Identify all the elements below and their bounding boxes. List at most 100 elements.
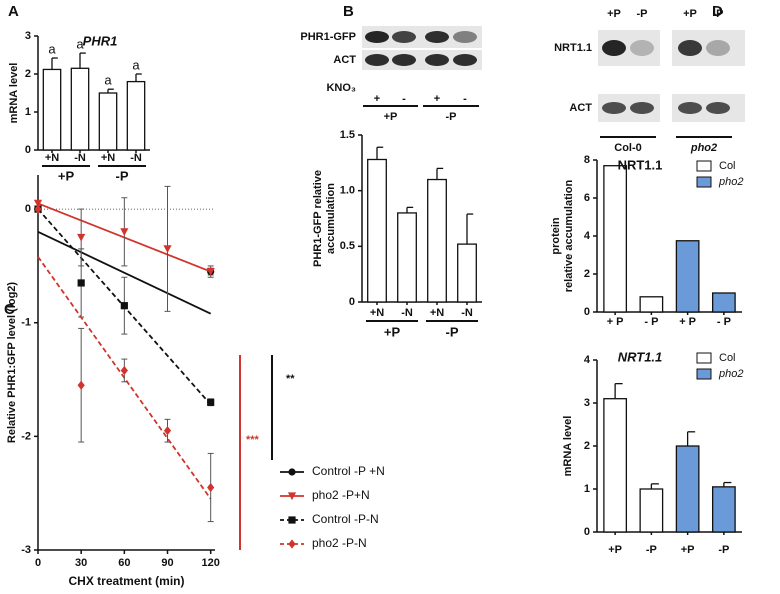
y-tick-label: 2	[584, 440, 590, 452]
legend-label: Control -P-N	[312, 512, 379, 526]
group-label: -P	[446, 111, 457, 123]
legend-label: Col	[719, 160, 736, 172]
blot-background	[362, 50, 482, 70]
point	[120, 365, 128, 376]
legend-label: Control -P +N	[312, 464, 385, 478]
y-tick-label: 0	[584, 306, 590, 318]
blot-band	[365, 54, 389, 66]
group-label: -P	[446, 324, 459, 339]
point	[33, 199, 43, 208]
x-tick-label: + P	[607, 316, 624, 328]
y-tick-label: -3	[21, 544, 31, 556]
point	[163, 426, 172, 436]
bar	[126, 80, 146, 151]
legend-label: pho2 -P-N	[312, 536, 367, 550]
lane-label: +	[434, 93, 440, 105]
group-label: pho2	[690, 142, 717, 154]
bar	[711, 486, 736, 533]
y-tick-label: 0	[25, 144, 31, 156]
bar	[639, 296, 664, 313]
y-axis-label: relative accumulation	[563, 179, 575, 292]
group-label: +P	[384, 324, 401, 339]
blot-row-label: PHR1-GFP	[300, 31, 356, 43]
blot-band	[706, 102, 730, 114]
y-tick-label: 1	[25, 106, 31, 118]
x-tick-label: +N	[101, 152, 115, 164]
legend-label: Col	[719, 352, 736, 364]
bar	[603, 398, 628, 533]
blot-band	[602, 40, 626, 56]
y-tick-label: 1.5	[340, 129, 355, 141]
blot-band	[392, 54, 416, 66]
x-tick-label: -N	[130, 152, 142, 164]
panel-letter: D	[712, 3, 723, 20]
x-tick-label: 120	[202, 557, 220, 569]
x-tick-label: 0	[35, 557, 41, 569]
blot-band	[453, 31, 477, 43]
bar	[675, 445, 700, 533]
bar	[457, 243, 477, 303]
y-tick-label: 1.0	[340, 185, 355, 197]
x-tick-label: - P	[717, 316, 731, 328]
point	[34, 204, 42, 214]
blot-band	[602, 102, 626, 114]
y-axis-label: accumulation	[325, 183, 337, 254]
lane-label: +P	[607, 8, 621, 20]
y-tick-label: 6	[584, 192, 590, 204]
bar	[675, 240, 700, 313]
blot-row-label: ACT	[569, 102, 592, 114]
lane-label: +P	[683, 8, 697, 20]
legend-label: pho2 -P+N	[312, 488, 370, 502]
panel-letter: C	[4, 301, 15, 318]
annotation: a	[104, 73, 112, 88]
y-tick-label: 2	[584, 268, 590, 280]
fit-line	[37, 231, 212, 315]
x-tick-label: -N	[74, 152, 86, 164]
y-tick-label: 3	[584, 397, 590, 409]
bar	[367, 158, 387, 303]
y-tick-label: -2	[21, 430, 31, 442]
legend-swatch	[696, 160, 712, 172]
blot-band	[365, 31, 389, 43]
blot-band	[678, 40, 702, 56]
annotation: **	[286, 373, 295, 385]
group-label: Col-0	[614, 142, 642, 154]
legend-label: pho2	[718, 368, 743, 380]
y-axis-label: mRNA level	[8, 63, 20, 124]
x-tick-label: -P	[646, 544, 657, 556]
blot-band	[678, 102, 702, 114]
point	[206, 267, 215, 276]
annotation: ***	[246, 434, 260, 446]
lane-label: -P	[713, 8, 724, 20]
blot-band	[425, 54, 449, 66]
y-axis-label: Relative PHR1:GFP level (log2)	[6, 282, 18, 444]
bar	[70, 67, 90, 151]
y-tick-label: 2	[25, 68, 31, 80]
y-tick-label: 4	[584, 230, 591, 242]
point	[77, 279, 85, 287]
point	[163, 245, 172, 253]
y-axis-label: mRNA level	[562, 416, 574, 477]
y-tick-label: 0	[349, 296, 355, 308]
y-tick-label: 8	[584, 154, 590, 166]
legend-swatch	[696, 352, 712, 364]
lane-label: +	[374, 93, 380, 105]
blot-background	[362, 26, 482, 48]
x-axis-label: CHX treatment (min)	[68, 574, 184, 588]
x-tick-label: +N	[370, 307, 384, 319]
y-axis-label: PHR1-GFP relative	[312, 170, 324, 267]
annotation: a	[76, 37, 84, 52]
bar	[42, 68, 62, 151]
lane-label: -	[402, 93, 406, 105]
bar	[603, 165, 628, 313]
x-tick-label: -N	[461, 307, 473, 319]
legend-swatch	[696, 176, 712, 188]
bar	[397, 212, 417, 303]
legend-marker	[287, 492, 297, 501]
x-tick-label: - P	[644, 316, 658, 328]
blot-row-label: ACT	[333, 54, 356, 66]
y-tick-label: 0	[25, 203, 31, 215]
annotation: a	[132, 57, 140, 72]
point	[120, 228, 129, 236]
